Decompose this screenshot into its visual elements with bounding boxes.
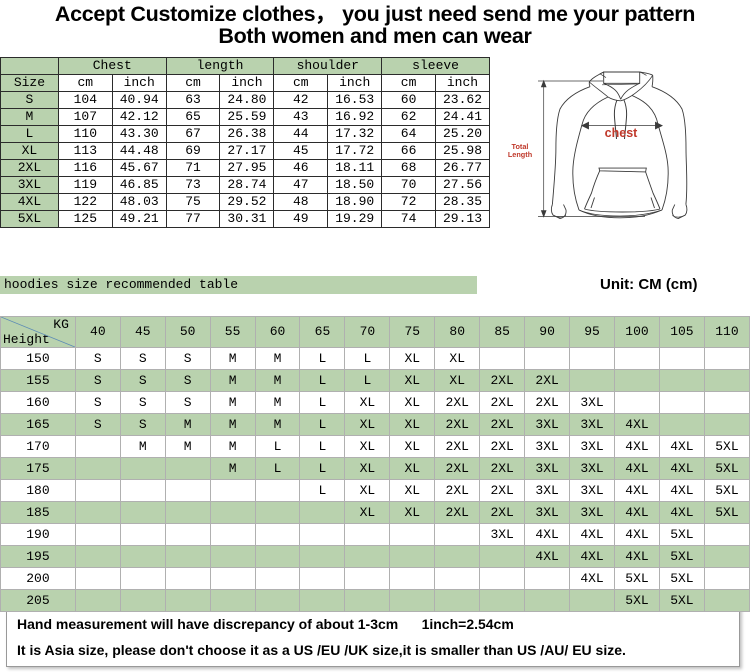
svg-text:chest: chest	[605, 126, 638, 140]
svg-text:Length: Length	[508, 150, 532, 159]
